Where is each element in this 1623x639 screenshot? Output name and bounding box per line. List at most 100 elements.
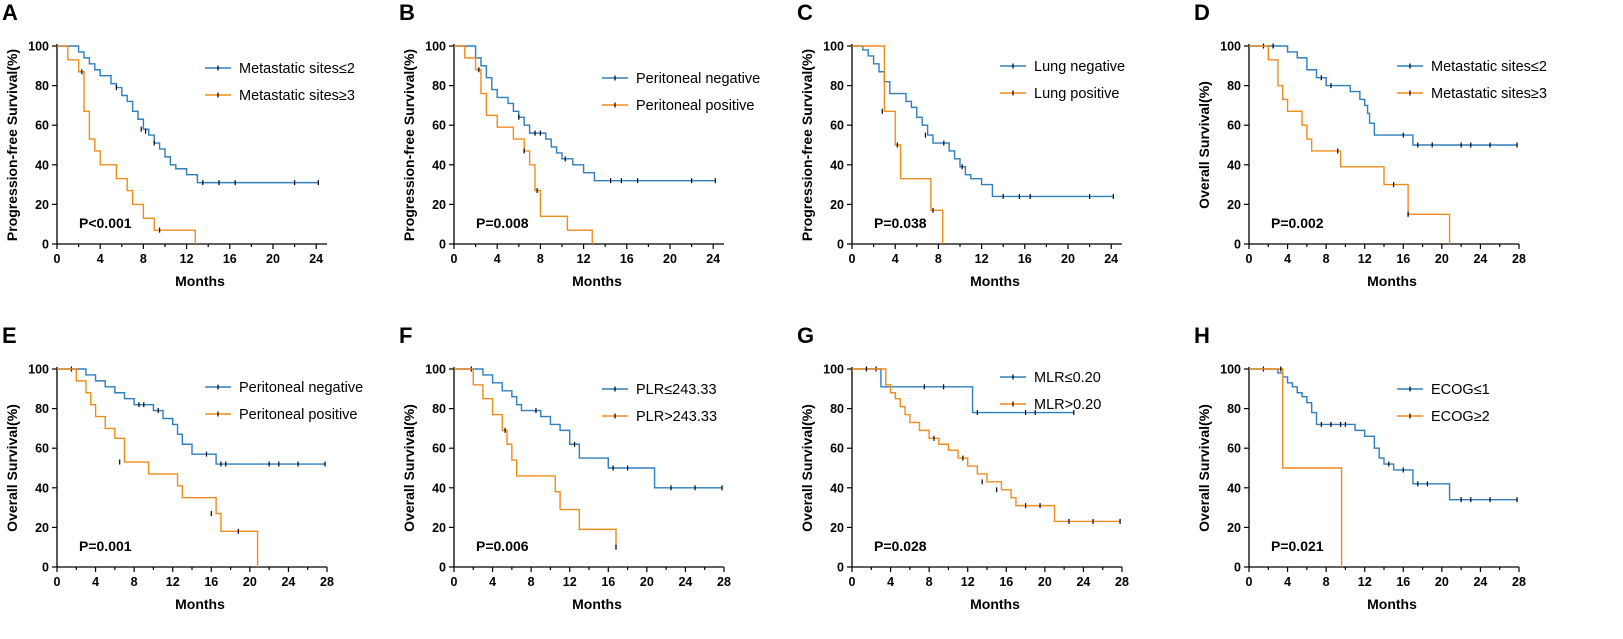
x-tick-label: 12	[180, 252, 194, 266]
legend-label: MLR>0.20	[1034, 397, 1101, 413]
km-curve-2	[57, 368, 259, 567]
y-axis-title: Overall Survival(%)	[4, 404, 20, 532]
x-tick-label: 12	[577, 252, 591, 266]
legend-label: Peritoneal negative	[636, 71, 760, 87]
panel-letter: G	[797, 323, 814, 348]
y-tick-label: 60	[1227, 442, 1241, 456]
panel-letter: E	[2, 323, 17, 348]
y-axis-title: Overall Survival(%)	[1196, 81, 1212, 209]
x-tick-label: 28	[1512, 252, 1526, 266]
y-tick-label: 80	[1227, 402, 1241, 416]
y-tick-label: 100	[425, 363, 446, 377]
x-tick-label: 12	[975, 252, 989, 266]
panel-c: C 0 20 40 60 80 100 0 4 8 12 16 20 24 Months Progressio…	[797, 0, 1125, 289]
km-curve-2	[454, 45, 593, 244]
y-tick-label: 100	[425, 40, 446, 54]
y-tick-label: 0	[1234, 561, 1241, 575]
y-tick-label: 80	[35, 79, 49, 93]
y-tick-label: 20	[830, 521, 844, 535]
x-tick-label: 8	[1323, 575, 1330, 589]
legend-label: MLR≤0.20	[1034, 370, 1101, 386]
x-tick-label: 8	[537, 252, 544, 266]
km-curve-1	[454, 45, 716, 182]
x-tick-label: 16	[1018, 252, 1032, 266]
x-tick-label: 16	[204, 575, 218, 589]
x-tick-label: 24	[309, 252, 323, 266]
x-axis-title: Months	[970, 273, 1020, 289]
y-tick-label: 40	[830, 158, 844, 172]
x-tick-label: 8	[926, 575, 933, 589]
y-tick-label: 40	[35, 158, 49, 172]
x-tick-label: 8	[935, 252, 942, 266]
y-tick-label: 60	[830, 119, 844, 133]
x-tick-label: 8	[528, 575, 535, 589]
x-tick-label: 28	[1115, 575, 1129, 589]
km-curve-1	[57, 368, 326, 465]
x-tick-label: 8	[1323, 252, 1330, 266]
x-axis-title: Months	[970, 596, 1020, 612]
y-axis-title: Progression-free Survival(%)	[799, 49, 815, 241]
x-tick-label: 28	[1512, 575, 1526, 589]
panel-letter: A	[2, 0, 18, 25]
y-tick-label: 100	[823, 40, 844, 54]
y-tick-label: 80	[35, 402, 49, 416]
panel-f: F 0 20 40 60 80 100 0 4 8 12 16 20 24 28 Months Overall …	[399, 323, 731, 612]
legend-label: PLR≤243.33	[636, 382, 717, 398]
x-axis-title: Months	[175, 596, 225, 612]
x-tick-label: 8	[131, 575, 138, 589]
legend-label: PLR>243.33	[636, 409, 717, 425]
y-tick-label: 80	[830, 402, 844, 416]
legend-label: Peritoneal positive	[239, 407, 358, 423]
legend-label: Peritoneal negative	[239, 380, 363, 396]
y-tick-label: 0	[439, 561, 446, 575]
y-tick-label: 80	[432, 402, 446, 416]
y-tick-label: 20	[432, 198, 446, 212]
y-tick-label: 60	[35, 119, 49, 133]
y-tick-label: 20	[35, 198, 49, 212]
x-tick-label: 0	[1246, 575, 1253, 589]
panel-letter: B	[399, 0, 415, 25]
x-tick-label: 0	[54, 575, 61, 589]
x-tick-label: 24	[1104, 252, 1118, 266]
y-axis-title: Overall Survival(%)	[799, 404, 815, 532]
panel-letter: D	[1194, 0, 1210, 25]
x-tick-label: 4	[494, 252, 501, 266]
panel-d: D 0 20 40 60 80 100 0 4 8 12 16 20 24 28 Months Overall …	[1194, 0, 1547, 289]
x-tick-label: 0	[54, 252, 61, 266]
x-tick-label: 4	[892, 252, 899, 266]
p-value: P=0.028	[874, 538, 927, 554]
x-tick-label: 4	[887, 575, 894, 589]
y-tick-label: 80	[432, 79, 446, 93]
legend-label: Metastatic sites≤2	[1431, 59, 1547, 75]
panel-h: H 0 20 40 60 80 100 0 4 8 12 16 20 24 28 Months Overall …	[1194, 323, 1526, 612]
x-axis-title: Months	[572, 273, 622, 289]
y-tick-label: 20	[1227, 198, 1241, 212]
x-tick-label: 12	[166, 575, 180, 589]
y-tick-label: 0	[837, 238, 844, 252]
x-tick-label: 4	[489, 575, 496, 589]
p-value: P=0.002	[1271, 215, 1324, 231]
y-tick-label: 60	[432, 442, 446, 456]
x-tick-label: 20	[663, 252, 677, 266]
x-tick-label: 16	[1396, 575, 1410, 589]
x-tick-label: 12	[1358, 252, 1372, 266]
x-tick-label: 12	[961, 575, 975, 589]
x-tick-label: 20	[1061, 252, 1075, 266]
legend-label: Metastatic sites≥3	[239, 88, 355, 104]
y-tick-label: 60	[830, 442, 844, 456]
x-tick-label: 16	[601, 575, 615, 589]
y-tick-label: 20	[432, 521, 446, 535]
y-tick-label: 20	[35, 521, 49, 535]
panel-a: A 0 20 40 60 80 100 0 4 8 12 16 20 24 Months Progressio…	[2, 0, 355, 289]
p-value: P=0.008	[476, 215, 529, 231]
x-tick-label: 4	[1284, 252, 1291, 266]
x-tick-label: 0	[451, 252, 458, 266]
y-tick-label: 60	[35, 442, 49, 456]
panel-e: E 0 20 40 60 80 100 0 4 8 12 16 20 24 28 Months Overall …	[2, 323, 363, 612]
km-curve-2	[1249, 368, 1343, 567]
p-value: P=0.001	[79, 538, 132, 554]
legend-label: Lung positive	[1034, 86, 1119, 102]
p-value: P<0.001	[79, 215, 132, 231]
x-tick-label: 20	[1435, 252, 1449, 266]
